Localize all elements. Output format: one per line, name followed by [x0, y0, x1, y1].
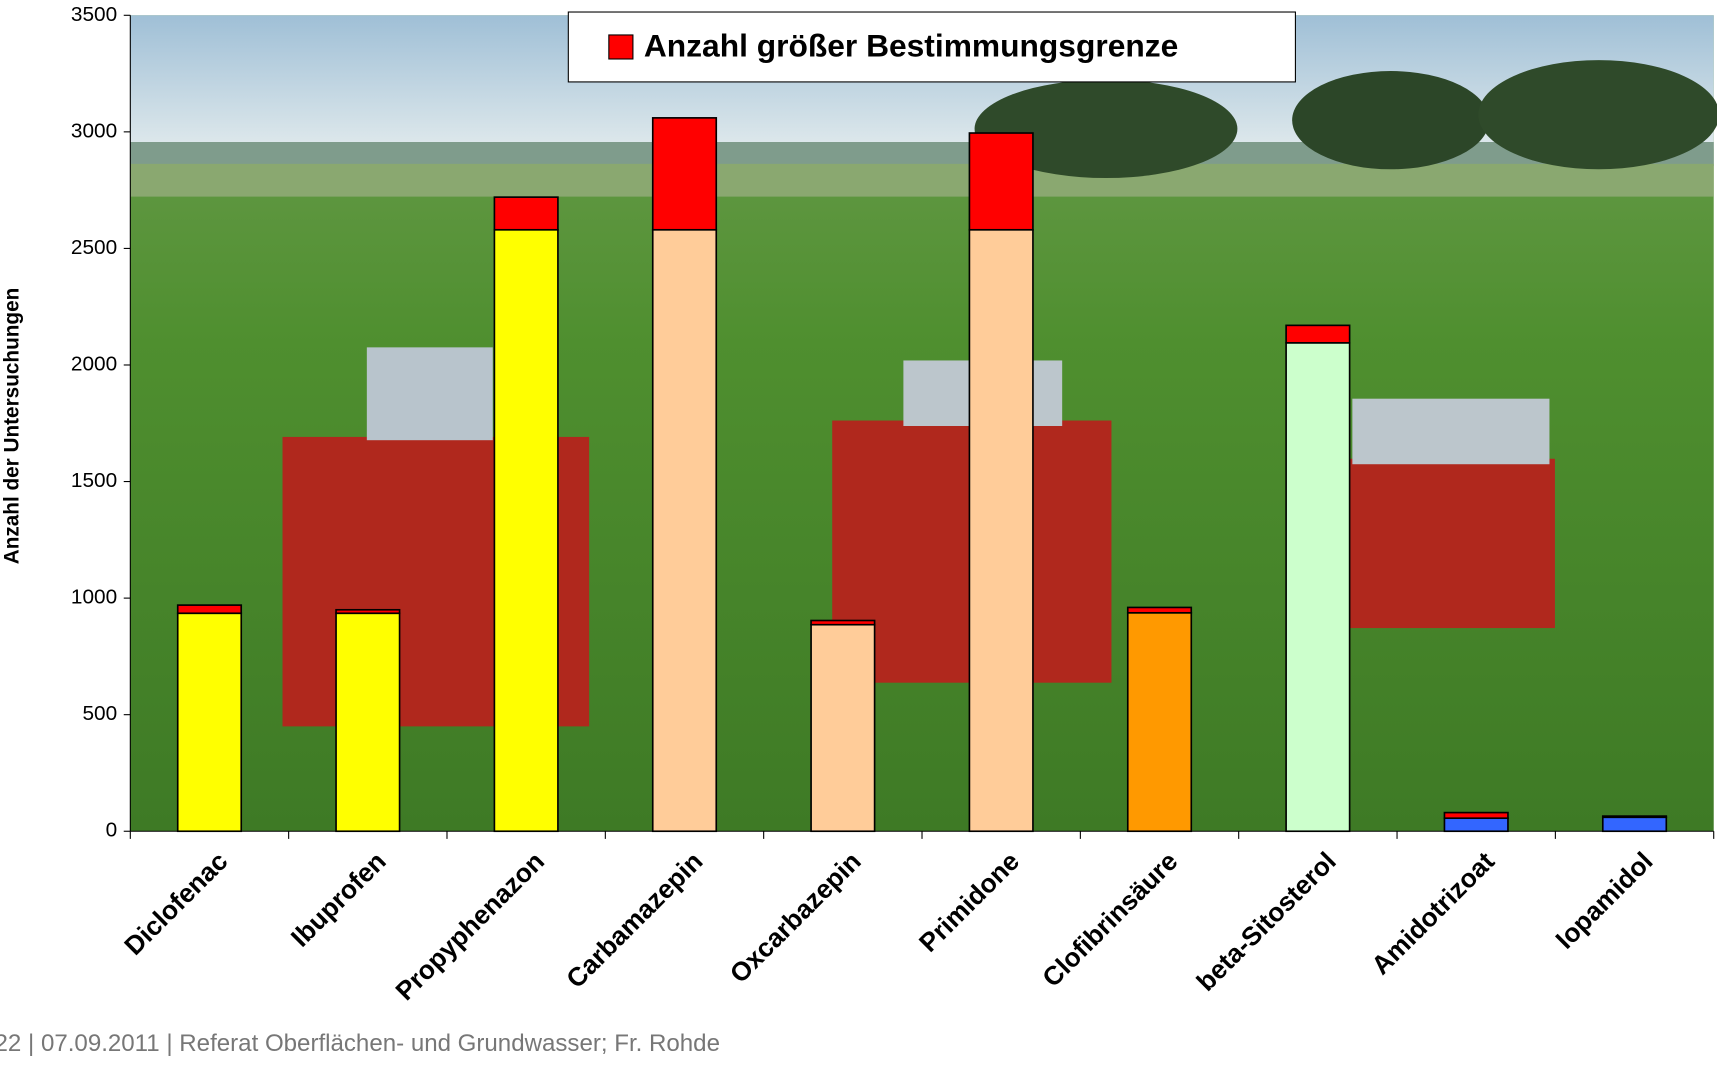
bar-segment: [1601, 816, 1668, 833]
y-tick-label: 0: [106, 819, 118, 842]
x-tick-label: Iopamidol: [1550, 846, 1659, 955]
x-tick-label: beta-Sitosterol: [1191, 846, 1342, 997]
x-tick-label: Propyphenazon: [390, 846, 551, 1006]
footer: 22 | 07.09.2011 | Referat Oberflächen- u…: [0, 1030, 720, 1057]
y-tick-label: 2500: [71, 236, 117, 259]
bar-segment: [335, 612, 401, 833]
bar-segment: [810, 623, 876, 833]
legend-swatch: [608, 34, 634, 60]
bar-segment: [651, 228, 718, 833]
y-axis-title: Anzahl der Untersuchungen: [1, 288, 24, 565]
bar-segment: [651, 117, 718, 231]
x-tick-label: Diclofenac: [118, 846, 233, 961]
bar-segment: [1601, 815, 1668, 819]
y-tick-label: 3500: [71, 3, 117, 26]
bar-segment: [1443, 811, 1509, 820]
bar-segment: [493, 196, 559, 231]
bar-segment: [493, 228, 559, 833]
y-tick-label: 1500: [71, 469, 117, 492]
legend-label: Anzahl größer Bestimmungsgrenze: [644, 27, 1178, 63]
x-tick-label: Clofibrinsäure: [1036, 846, 1183, 993]
y-tick-label: 3000: [71, 119, 117, 142]
bar-segment: [176, 604, 243, 615]
bar-segment: [1126, 606, 1193, 614]
bar-segment: [968, 228, 1034, 833]
bar-segment: [176, 612, 243, 833]
x-tick-label: Oxcarbazepin: [724, 846, 867, 989]
y-tick-label: 500: [82, 702, 117, 725]
bar-segment: [1126, 611, 1193, 833]
bar-segment: [810, 619, 876, 626]
x-tick-label: Ibuprofen: [285, 846, 392, 953]
x-tick-label: Carbamazepin: [560, 846, 708, 994]
bar-segment: [1285, 324, 1351, 344]
y-tick-label: 2000: [71, 352, 117, 375]
y-tick-label: 1000: [71, 586, 117, 609]
legend-box: [567, 11, 1296, 83]
bar-segment: [968, 132, 1034, 231]
x-tick-label: Primidone: [913, 846, 1025, 958]
bar-segment: [1443, 817, 1509, 833]
x-tick-label: Amidotrizoat: [1365, 846, 1500, 981]
bar-segment: [335, 608, 401, 615]
bar-segment: [1285, 342, 1351, 833]
